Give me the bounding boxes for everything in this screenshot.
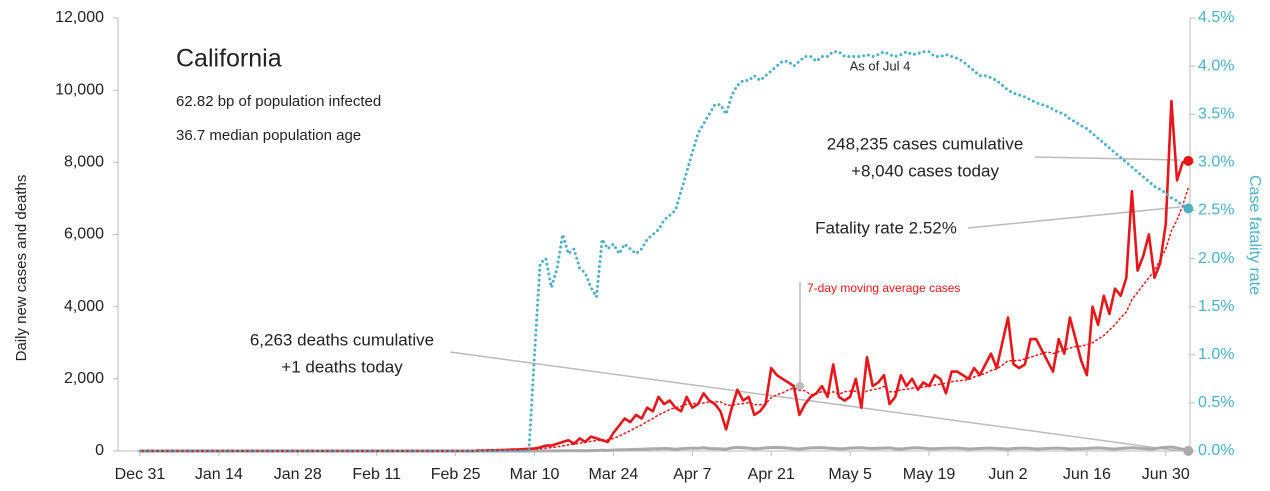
annotation: 6,263 deaths cumulative: [250, 330, 434, 349]
x-tick-label: Jun 30: [1142, 466, 1190, 483]
x-tick-label: Apr 21: [748, 466, 795, 483]
x-tick-label: Jun 16: [1063, 466, 1111, 483]
x-tick-label: Dec 31: [115, 466, 166, 483]
y2-tick-label: 3.0%: [1198, 154, 1234, 171]
x-tick-label: May 5: [828, 466, 872, 483]
x-tick-label: Mar 24: [589, 466, 639, 483]
y2-axis-label: Case fatality rate: [1246, 175, 1263, 295]
y2-tick-label: 2.5%: [1198, 202, 1234, 219]
annotation: 7-day moving average cases: [807, 281, 960, 295]
y2-tick-label: 3.5%: [1198, 105, 1234, 122]
x-tick-label: Jun 2: [988, 466, 1027, 483]
x-tick-label: Feb 25: [431, 466, 481, 483]
y-tick-label: 6,000: [64, 226, 104, 243]
leader-line: [1034, 156, 1181, 161]
y-tick-label: 0: [95, 442, 104, 459]
end-dot: [1183, 155, 1194, 166]
x-tick-label: May 19: [903, 466, 956, 483]
annotation: Fatality rate 2.52%: [815, 218, 957, 237]
chart-title: California: [176, 45, 282, 73]
y2-tick-label: 4.5%: [1198, 9, 1234, 26]
y2-tick-label: 0.5%: [1198, 394, 1234, 411]
x-tick-label: Mar 10: [510, 466, 560, 483]
annotation: +1 deaths today: [281, 357, 403, 376]
series-line: [139, 186, 1190, 452]
y-tick-label: 8,000: [64, 154, 104, 171]
annotation: 62.82 bp of population infected: [176, 93, 381, 110]
leader-lines: [449, 156, 1181, 452]
annotation: +8,040 cases today: [851, 161, 999, 180]
annotation: As of Jul 4: [850, 58, 911, 73]
y2-tick-label: 4.0%: [1198, 57, 1234, 74]
x-tick-label: Feb 11: [352, 466, 401, 483]
end-dot: [1183, 203, 1194, 214]
leader-line: [449, 351, 1181, 452]
x-tick-label: Jan 28: [274, 466, 322, 483]
y2-tick-label: 1.0%: [1198, 346, 1234, 363]
series-line: [140, 99, 1189, 453]
y-tick-label: 2,000: [64, 370, 104, 387]
y-tick-label: 12,000: [55, 9, 104, 26]
annotation: 248,235 cases cumulative: [827, 134, 1024, 153]
series-line: [138, 50, 1190, 453]
y-axis-label: Daily new cases and deaths: [13, 175, 30, 362]
annotation: 36.7 median population age: [176, 127, 361, 144]
y-tick-label: 4,000: [64, 298, 104, 315]
leader-dot: [796, 382, 804, 390]
y2-tick-label: 2.0%: [1198, 250, 1234, 267]
y2-tick-label: 1.5%: [1198, 298, 1234, 315]
x-tick-label: Jan 14: [195, 466, 243, 483]
x-tick-label: Apr 7: [673, 466, 711, 483]
leader-line: [967, 206, 1181, 229]
y-tick-label: 10,000: [55, 81, 104, 98]
y2-tick-label: 0.0%: [1198, 442, 1234, 459]
end-dot: [1183, 445, 1194, 456]
